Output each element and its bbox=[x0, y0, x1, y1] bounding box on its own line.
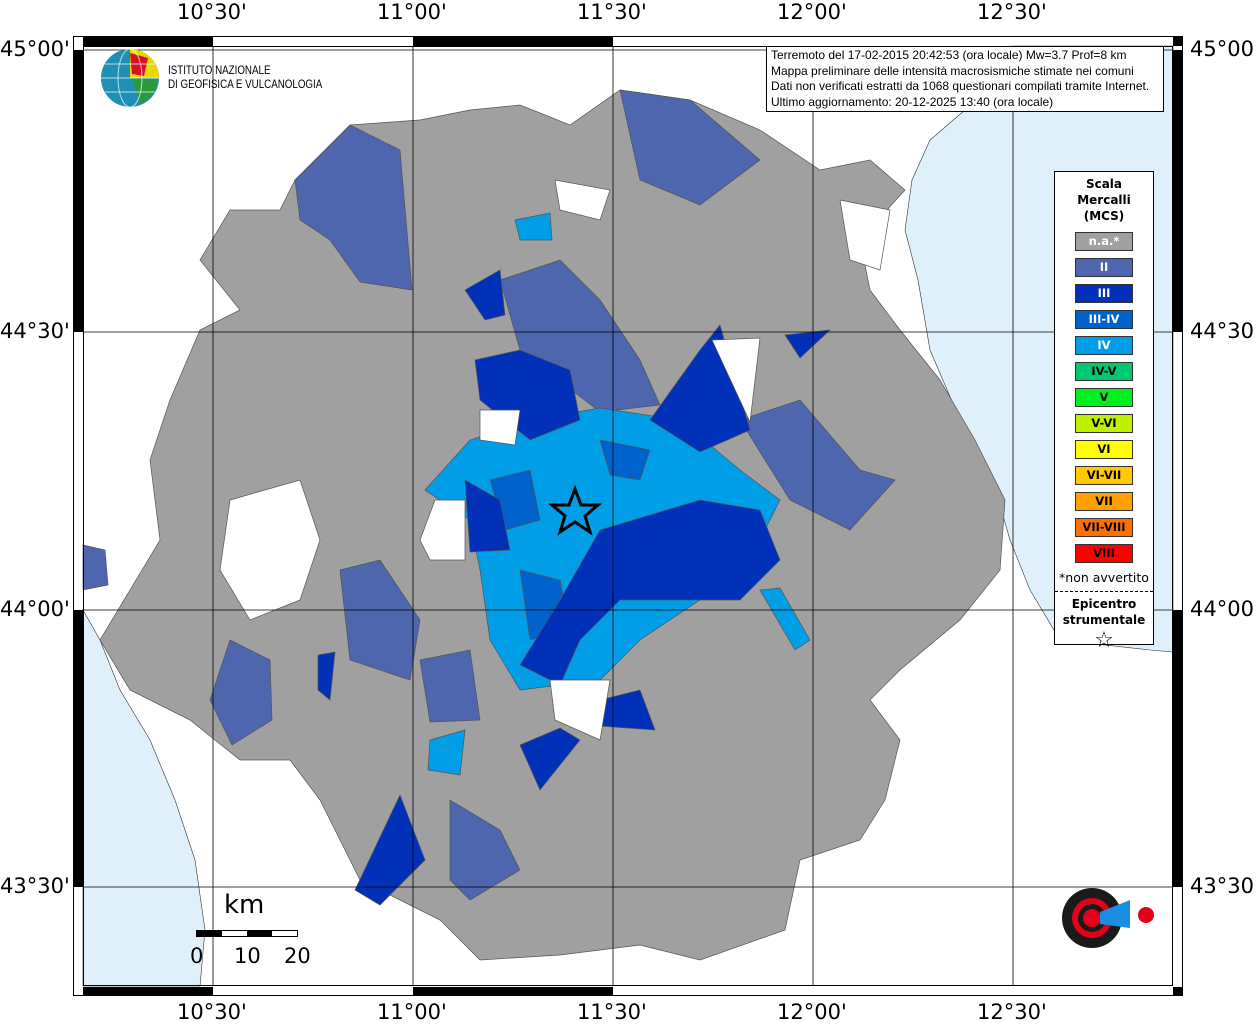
lon-tick-top: 12°30' bbox=[977, 0, 1047, 24]
intensity-II-areas bbox=[82, 89, 896, 901]
legend-swatch: n.a.* bbox=[1075, 232, 1133, 251]
legend-swatch: VI-VII bbox=[1075, 466, 1133, 485]
scale-label: 10 bbox=[234, 944, 261, 968]
lon-tick-bottom: 11°00' bbox=[377, 1000, 447, 1024]
legend-swatch: III-IV bbox=[1075, 310, 1133, 329]
legend-swatch: VIII bbox=[1075, 544, 1133, 563]
legend-epicenter-label: Epicentro bbox=[1071, 597, 1137, 611]
graticule bbox=[83, 46, 1173, 986]
event-info-line: Dati non verificati estratti da 1068 que… bbox=[771, 79, 1150, 93]
legend-swatch: III bbox=[1075, 284, 1133, 303]
legend-swatch: IV bbox=[1075, 336, 1133, 355]
event-info-line: Terremoto del 17-02-2015 20:42:53 (ora l… bbox=[771, 48, 1127, 62]
lat-tick-right: 44°30' bbox=[1190, 319, 1256, 343]
lon-tick-bottom: 11°30' bbox=[577, 1000, 647, 1024]
globe-icon bbox=[101, 48, 159, 108]
lon-tick-top: 11°00' bbox=[377, 0, 447, 24]
ingv-name-line1: ISTITUTO NAZIONALE bbox=[168, 65, 271, 77]
lat-tick-left: 44°30' bbox=[0, 319, 70, 343]
legend-divider bbox=[1055, 591, 1153, 592]
lat-tick-right: 43°30' bbox=[1190, 874, 1256, 898]
legend-epicenter-label: strumentale bbox=[1062, 613, 1146, 627]
scale-unit: km bbox=[224, 890, 265, 920]
legend-swatch: VI bbox=[1075, 440, 1133, 459]
legend-title: Mercalli bbox=[1077, 193, 1131, 207]
event-info-line: Ultimo aggiornamento: 20-12-2025 13:40 (… bbox=[771, 94, 1054, 109]
legend-swatch: VII-VIII bbox=[1075, 518, 1133, 537]
legend-swatch: V-VI bbox=[1075, 414, 1133, 433]
legend-swatch: V bbox=[1075, 388, 1133, 407]
epicenter-star-icon bbox=[547, 484, 603, 536]
event-info-line: Mappa preliminare delle intensità macros… bbox=[771, 63, 1134, 78]
event-info-box: Terremoto del 17-02-2015 20:42:53 (ora l… bbox=[766, 46, 1164, 112]
intensity-III-areas bbox=[317, 269, 832, 906]
legend-note: *non avvertito bbox=[1059, 570, 1149, 585]
lat-tick-right: 45°00' bbox=[1190, 37, 1256, 61]
scale-label: 0 bbox=[190, 944, 204, 968]
legend-title: (MCS) bbox=[1083, 209, 1125, 223]
lat-tick-left: 45°00' bbox=[0, 37, 70, 61]
ingv-logo: ISTITUTO NAZIONALE DI GEOFISICA E VULCAN… bbox=[100, 48, 350, 108]
lon-tick-bottom: 12°30' bbox=[977, 1000, 1047, 1024]
legend-swatch: VII bbox=[1075, 492, 1133, 511]
ingv-name-line2: DI GEOFISICA E VULCANOLOGIA bbox=[168, 79, 323, 91]
lat-tick-left: 43°30' bbox=[0, 874, 70, 898]
lon-tick-top: 10°30' bbox=[177, 0, 247, 24]
legend-title: Scala bbox=[1085, 177, 1123, 191]
lat-tick-right: 44°00' bbox=[1190, 597, 1256, 621]
lon-tick-top: 12°00' bbox=[777, 0, 847, 24]
lat-tick-left: 44°00' bbox=[0, 597, 70, 621]
legend-swatch: IV-V bbox=[1075, 362, 1133, 381]
epicenter-legend-star-icon: ☆ bbox=[1094, 628, 1114, 653]
scale-label: 20 bbox=[284, 944, 311, 968]
map-frame bbox=[73, 36, 1183, 996]
lon-tick-top: 11°30' bbox=[577, 0, 647, 24]
lon-tick-bottom: 10°30' bbox=[177, 1000, 247, 1024]
hsit-logo bbox=[1062, 888, 1154, 948]
mcs-legend: Scala Mercalli (MCS) n.a.* II III III-IV IV I… bbox=[1054, 171, 1154, 653]
lon-tick-bottom: 12°00' bbox=[777, 1000, 847, 1024]
legend-swatch: II bbox=[1075, 258, 1133, 277]
